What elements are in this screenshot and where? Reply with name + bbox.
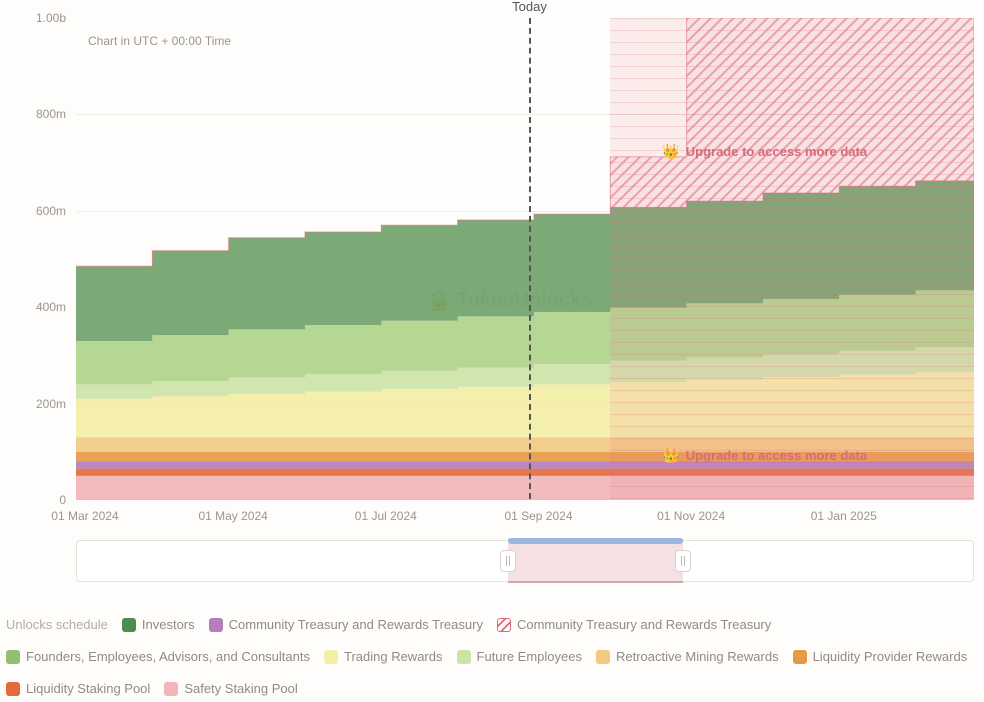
legend-label: Founders, Employees, Advisors, and Consu… (26, 644, 310, 670)
time-brush[interactable] (76, 540, 974, 582)
legend-item-safety-staking[interactable]: Safety Staking Pool (164, 676, 297, 702)
legend-item-future-employees[interactable]: Future Employees (457, 644, 583, 670)
lock-icon: 🔒 (426, 288, 451, 313)
legend-item-community-treasury-hatched[interactable]: Community Treasury and Rewards Treasury (497, 612, 771, 638)
utc-label: Chart in UTC + 00:00 Time (88, 34, 231, 48)
brush-handle-right[interactable] (675, 550, 691, 572)
today-label: Today (512, 0, 547, 14)
legend-item-liquidity-staking[interactable]: Liquidity Staking Pool (6, 676, 150, 702)
legend-item-community-treasury-solid[interactable]: Community Treasury and Rewards Treasury (209, 612, 483, 638)
legend-label: Retroactive Mining Rewards (616, 644, 779, 670)
legend-label: Safety Staking Pool (184, 676, 297, 702)
legend-swatch (457, 650, 471, 664)
plot-area: Chart in UTC + 00:00 Time 🔒 TokenUnlocks… (76, 18, 974, 500)
legend-label: Future Employees (477, 644, 583, 670)
legend-label: Liquidity Provider Rewards (813, 644, 968, 670)
y-axis-label: 1.00b (36, 11, 66, 25)
legend-title: Unlocks schedule (6, 612, 108, 638)
legend-swatch (6, 682, 20, 696)
chart-container: Chart in UTC + 00:00 Time 🔒 TokenUnlocks… (0, 0, 984, 699)
today-line (529, 18, 531, 499)
watermark-text: TokenUnlocks. (457, 289, 598, 312)
legend-swatch (497, 618, 511, 632)
legend-item-founders-employees[interactable]: Founders, Employees, Advisors, and Consu… (6, 644, 310, 670)
legend-swatch (209, 618, 223, 632)
legend-swatch (6, 650, 20, 664)
legend-label: Investors (142, 612, 195, 638)
legend-item-liquidity-provider[interactable]: Liquidity Provider Rewards (793, 644, 968, 670)
legend-label: Community Treasury and Rewards Treasury (229, 612, 483, 638)
legend-label: Trading Rewards (344, 644, 443, 670)
x-axis-label: 01 Jan 2025 (811, 509, 877, 523)
legend-label: Liquidity Staking Pool (26, 676, 150, 702)
legend: Unlocks schedule Investors Community Trea… (6, 612, 978, 702)
locked-future-overlay (610, 18, 974, 499)
brush-top-bar (508, 538, 683, 544)
x-axis-label: 01 May 2024 (198, 509, 267, 523)
watermark: 🔒 TokenUnlocks. (426, 288, 598, 313)
legend-item-trading-rewards[interactable]: Trading Rewards (324, 644, 443, 670)
brush-handle-left[interactable] (500, 550, 516, 572)
legend-swatch (122, 618, 136, 632)
legend-swatch (596, 650, 610, 664)
legend-item-retroactive-mining[interactable]: Retroactive Mining Rewards (596, 644, 779, 670)
y-axis-label: 0 (59, 493, 66, 507)
x-axis-label: 01 Mar 2024 (51, 509, 118, 523)
legend-swatch (324, 650, 338, 664)
y-axis-label: 400m (36, 300, 66, 314)
brush-selection[interactable] (508, 539, 683, 583)
legend-label: Community Treasury and Rewards Treasury (517, 612, 771, 638)
x-axis-label: 01 Jul 2024 (355, 509, 417, 523)
legend-swatch (164, 682, 178, 696)
x-axis-label: 01 Nov 2024 (657, 509, 725, 523)
x-axis-label: 01 Sep 2024 (504, 509, 572, 523)
y-axis-label: 200m (36, 397, 66, 411)
legend-swatch (793, 650, 807, 664)
y-axis-label: 600m (36, 204, 66, 218)
y-axis-label: 800m (36, 107, 66, 121)
legend-item-investors[interactable]: Investors (122, 612, 195, 638)
